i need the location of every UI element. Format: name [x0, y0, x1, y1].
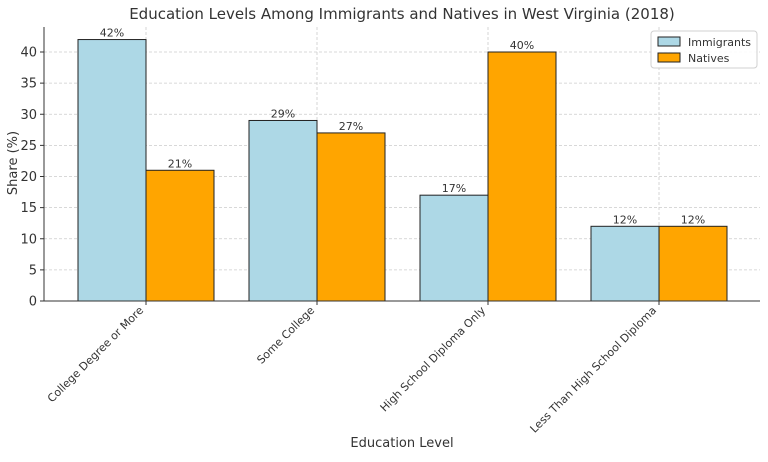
y-tick-label: 10 [20, 232, 37, 247]
y-tick-label: 35 [20, 77, 37, 92]
chart-title: Education Levels Among Immigrants and Na… [129, 5, 675, 23]
legend-label-natives: Natives [688, 52, 730, 65]
bar-value-label: 17% [442, 182, 466, 195]
y-axis-label: Share (%) [6, 131, 21, 195]
x-tick-label: Less Than High School Diploma [528, 304, 660, 436]
x-tick-label: Some College [254, 304, 317, 367]
bar-natives [145, 169, 215, 302]
bars: 42% 21% 29% 27% 17% 40% 12% 12% [77, 27, 728, 302]
x-tick-label: College Degree or More [45, 304, 146, 405]
x-axis-label: Education Level [350, 436, 453, 451]
legend-swatch-natives [657, 52, 681, 63]
bar-immigrants [419, 194, 489, 302]
bar-value-label: 21% [168, 157, 192, 170]
y-tick-label: 5 [29, 263, 37, 278]
bar-value-label: 27% [339, 120, 363, 133]
legend-swatch-immigrants [657, 36, 681, 47]
bar-natives [658, 225, 728, 302]
bar-value-label: 40% [510, 39, 534, 52]
bar-natives [316, 132, 386, 302]
bar-natives [487, 51, 557, 302]
legend-label-immigrants: Immigrants [688, 36, 751, 49]
y-tick-label: 20 [20, 170, 37, 185]
y-tick-label: 0 [29, 295, 37, 310]
bar-value-label: 42% [100, 27, 124, 40]
y-tick-label: 30 [20, 108, 37, 123]
legend: Immigrants Natives [650, 30, 758, 69]
bar-value-label: 12% [613, 213, 637, 226]
y-tick-label: 25 [20, 139, 37, 154]
bar-value-label: 12% [681, 213, 705, 226]
bar-immigrants [590, 225, 660, 302]
x-tick-label: High School Diploma Only [378, 304, 489, 415]
bar-value-label: 29% [271, 107, 295, 120]
y-tick-label: 40 [20, 46, 37, 61]
bar-immigrants [77, 39, 147, 302]
y-tick-label: 15 [20, 201, 37, 216]
bar-immigrants [248, 119, 318, 302]
